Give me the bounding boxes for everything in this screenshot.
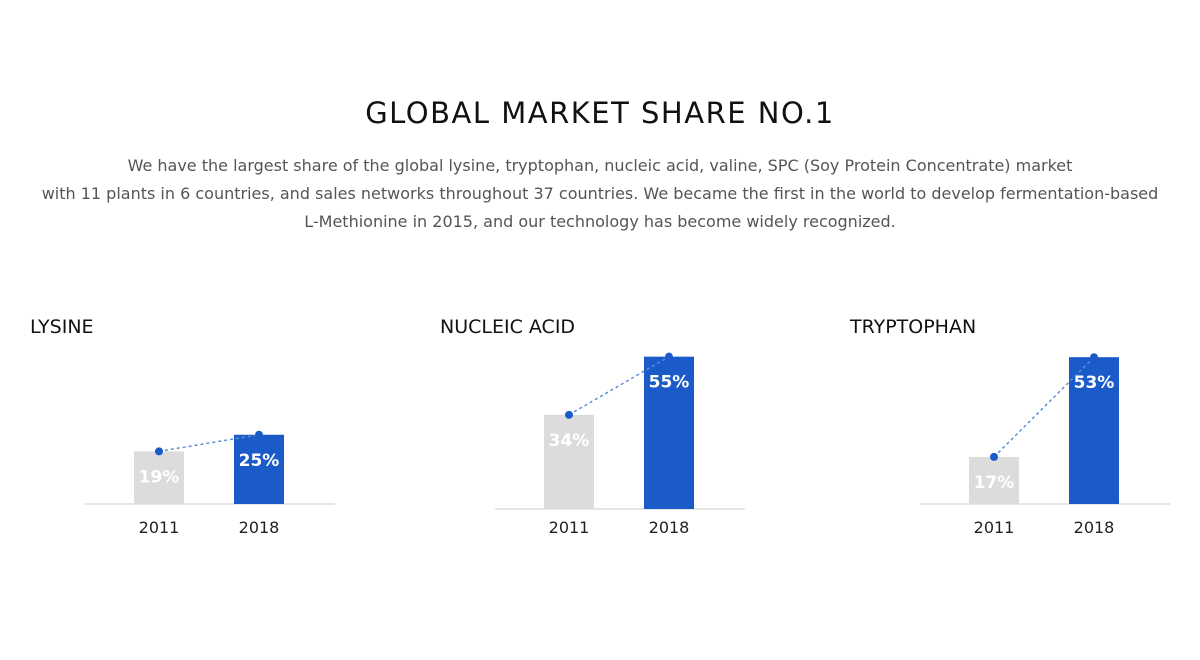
page-description: We have the largest share of the global … xyxy=(40,152,1160,236)
chart-title: TRYPTOPHAN xyxy=(850,316,977,338)
bar-2018 xyxy=(644,356,694,509)
bar-value-label: 19% xyxy=(139,467,180,487)
page-title: GLOBAL MARKET SHARE NO.1 xyxy=(365,96,835,130)
chart-title: NUCLEIC ACID xyxy=(440,316,576,338)
x-tick-label: 2018 xyxy=(649,518,690,537)
data-point-dot xyxy=(665,352,673,361)
bar-value-label: 17% xyxy=(974,473,1015,493)
data-point-dot xyxy=(155,447,163,456)
data-point-dot xyxy=(565,410,573,419)
x-tick-label: 2018 xyxy=(1074,518,1115,537)
bar-2011 xyxy=(544,414,594,509)
bar-2011 xyxy=(969,456,1019,504)
description-line: L-Methionine in 2015, and our technology… xyxy=(304,212,896,231)
x-tick-label: 2018 xyxy=(239,518,280,537)
bar-2011 xyxy=(134,451,184,504)
x-tick-label: 2011 xyxy=(974,518,1015,537)
bar-value-label: 25% xyxy=(239,451,280,471)
bar-value-label: 53% xyxy=(1074,373,1115,393)
bar-value-label: 55% xyxy=(649,373,690,393)
x-tick-label: 2011 xyxy=(549,518,590,537)
description-line: We have the largest share of the global … xyxy=(127,156,1073,175)
bar-value-label: 34% xyxy=(549,431,590,451)
x-tick-label: 2011 xyxy=(139,518,180,537)
chart-title: LYSINE xyxy=(30,316,94,338)
bar-2018 xyxy=(234,434,284,504)
description-line: with 11 plants in 6 countries, and sales… xyxy=(41,184,1159,203)
trend-connector xyxy=(158,434,260,453)
bar-2018 xyxy=(1069,357,1119,504)
data-point-dot xyxy=(255,430,263,439)
data-point-dot xyxy=(990,452,998,461)
trend-connector xyxy=(568,356,670,416)
data-point-dot xyxy=(1090,353,1098,362)
